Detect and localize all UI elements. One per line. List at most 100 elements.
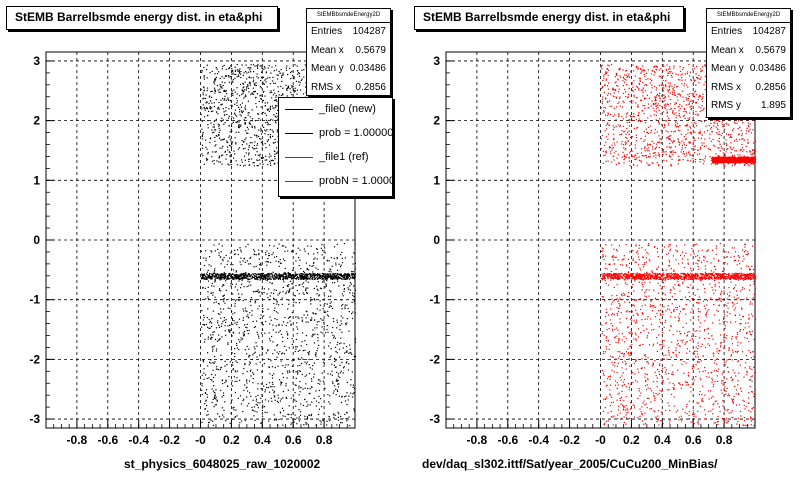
data-point (332, 382, 334, 384)
legend-entry: _file1 (ref) (279, 146, 392, 170)
data-point (346, 346, 348, 348)
data-point (657, 107, 659, 109)
data-point (328, 345, 330, 347)
data-point (322, 278, 324, 280)
data-point (351, 276, 353, 278)
data-point (272, 341, 274, 343)
data-point (307, 314, 309, 316)
data-point (275, 95, 277, 97)
data-point (654, 152, 656, 154)
data-point (224, 98, 226, 100)
data-point (333, 274, 335, 277)
data-point (241, 111, 243, 113)
data-point (212, 275, 214, 277)
data-point (279, 330, 281, 332)
data-point (252, 81, 254, 83)
data-point (218, 303, 220, 305)
data-point (638, 118, 640, 120)
data-point (299, 391, 301, 393)
data-point (238, 124, 240, 126)
data-point (231, 352, 233, 354)
data-point (279, 274, 281, 276)
data-point (603, 144, 606, 147)
data-point (272, 324, 274, 326)
data-point (651, 140, 653, 142)
data-point (340, 370, 342, 372)
data-point (266, 278, 269, 280)
data-point (237, 397, 239, 399)
data-point (246, 323, 248, 325)
data-point (668, 71, 670, 73)
data-point (305, 335, 307, 337)
data-point (671, 93, 673, 95)
data-point (337, 375, 339, 377)
data-point (247, 114, 249, 116)
data-point (258, 254, 260, 256)
data-point (227, 385, 229, 387)
data-point (206, 271, 208, 273)
data-point (669, 142, 671, 145)
data-point (213, 126, 215, 128)
data-point (654, 103, 656, 105)
data-point (249, 84, 251, 86)
data-point (287, 413, 289, 415)
data-point (220, 263, 222, 265)
data-point (319, 287, 322, 289)
data-point (339, 277, 341, 279)
data-point (251, 142, 253, 144)
data-point (300, 275, 303, 277)
data-point (301, 273, 303, 275)
data-point (256, 93, 258, 95)
data-point (658, 165, 660, 167)
data-point (248, 273, 250, 275)
data-point (225, 75, 227, 77)
data-point (290, 417, 292, 419)
data-point (653, 74, 655, 76)
data-point (202, 275, 204, 277)
data-point (292, 381, 294, 384)
data-point (213, 276, 215, 278)
data-point (257, 113, 259, 115)
data-point (246, 87, 248, 89)
data-point (279, 291, 281, 293)
data-point (354, 387, 356, 390)
data-point (317, 252, 319, 254)
data-point (209, 327, 211, 329)
data-point (626, 112, 629, 114)
data-point (346, 403, 348, 406)
data-point (662, 75, 664, 77)
data-point (223, 317, 225, 319)
data-point (618, 88, 620, 90)
data-point (295, 338, 297, 340)
data-point (699, 146, 701, 148)
data-point (639, 80, 641, 83)
data-point (332, 326, 334, 329)
data-point (232, 269, 234, 271)
data-point (341, 275, 343, 277)
data-point (316, 274, 318, 277)
data-point (294, 295, 296, 297)
data-point (720, 146, 722, 148)
data-point (266, 277, 268, 279)
data-point (292, 85, 294, 88)
data-point (250, 158, 253, 160)
data-point (223, 77, 225, 79)
data-point (633, 113, 635, 115)
data-point (297, 328, 299, 330)
data-point (242, 92, 244, 95)
data-point (208, 264, 210, 266)
data-point (336, 321, 338, 323)
data-point (614, 114, 616, 116)
data-point (232, 323, 234, 325)
data-point (336, 344, 338, 346)
data-point (209, 320, 212, 322)
data-point (646, 157, 648, 159)
data-point (674, 94, 676, 96)
data-point (211, 273, 213, 275)
data-point (742, 150, 744, 152)
data-point (262, 99, 265, 102)
data-point (700, 158, 702, 160)
data-point (261, 277, 264, 279)
data-point (649, 82, 651, 84)
data-point (305, 423, 307, 425)
